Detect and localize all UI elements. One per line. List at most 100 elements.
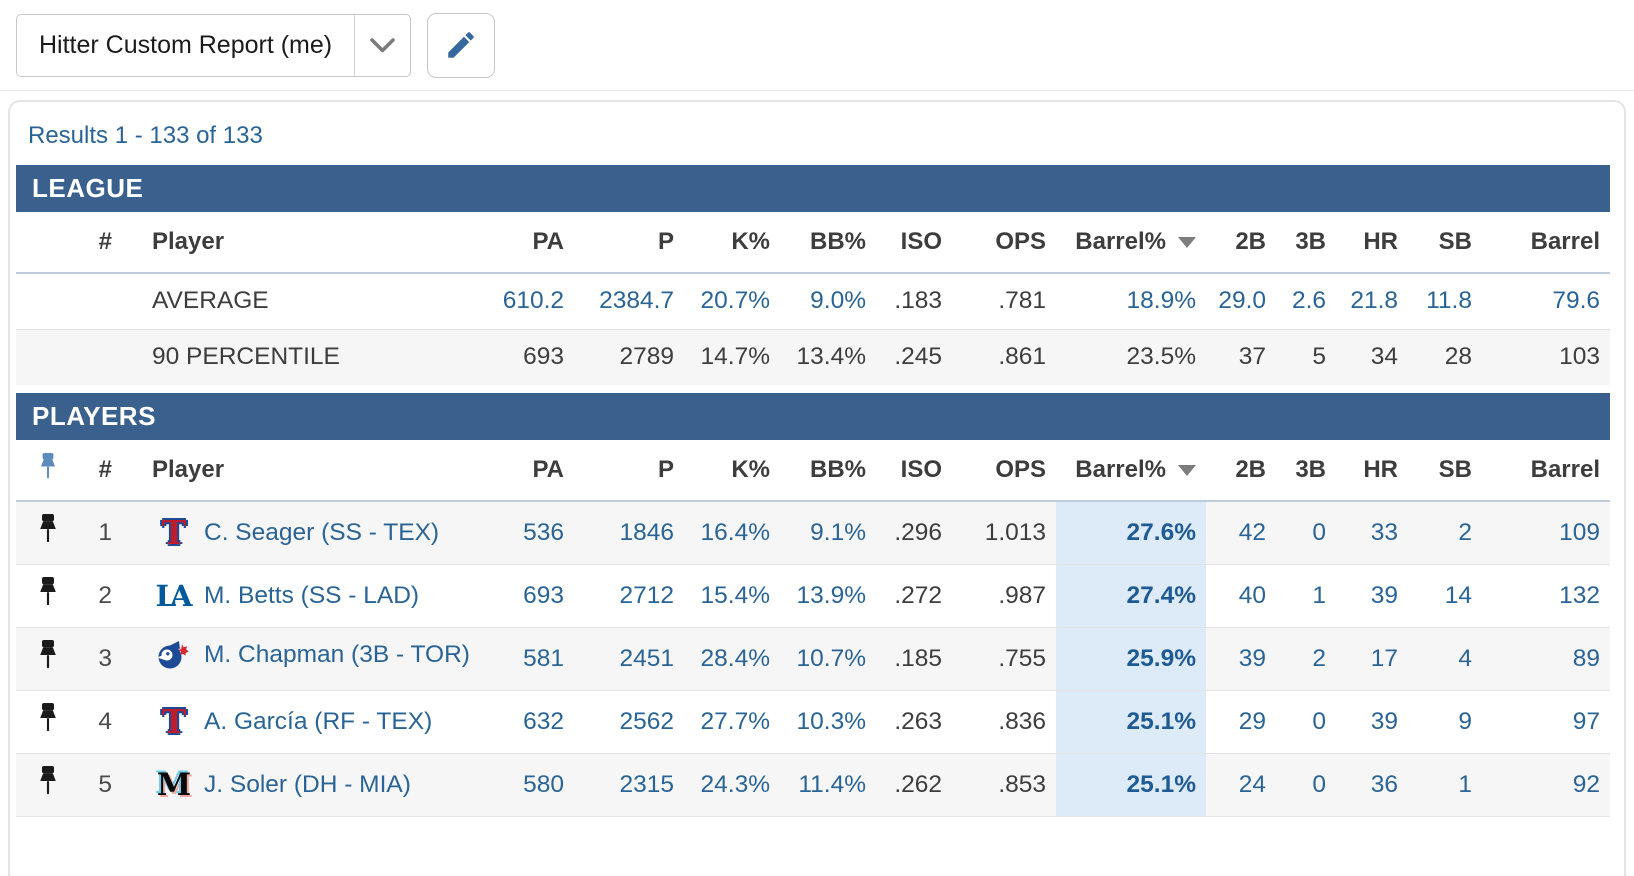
ops-value: .853 [998,770,1046,798]
bb-pct-value: 10.3% [796,707,866,735]
player-row: 2 LA M. Betts (SS - LAD) 693 2712 15.4% … [16,564,1610,627]
league-table: # Player PA P K% BB% ISO OPS Barrel% 2B … [16,212,1610,385]
p-value: 2562 [619,707,674,735]
pa-value: 693 [523,343,564,371]
p-value: 2789 [619,343,674,371]
col-header-pin-spacer [16,212,80,273]
k-pct-value: 28.4% [700,644,770,672]
barrel-value: 103 [1559,343,1600,371]
barrel-pct-value: 25.1% [1056,753,1206,816]
sb-value: 9 [1458,707,1472,735]
ops-value: 1.013 [984,518,1046,546]
triples-value: 2.6 [1291,287,1326,315]
pa-value: 581 [523,644,564,672]
pin-icon[interactable] [37,766,59,796]
hr-value: 39 [1370,581,1398,609]
player-name-link[interactable]: LA M. Betts (SS - LAD) [152,579,420,613]
pin-icon[interactable] [37,703,59,733]
col-header-3b[interactable]: 3B [1295,228,1326,255]
col-header-sb[interactable]: SB [1438,228,1472,255]
chevron-down-icon[interactable] [354,14,410,76]
col-header-barrel[interactable]: Barrel [1530,456,1600,483]
player-rank: 4 [98,707,112,735]
players-header-row: # Player PA P K% BB% ISO OPS Barrel% 2B … [16,440,1610,501]
bb-pct-value: 13.4% [796,343,866,371]
col-header-ops[interactable]: OPS [995,456,1046,483]
player-row: 4 T A. García (RF - TEX) 632 2562 27.7% … [16,690,1610,753]
bb-pct-value: 9.0% [810,287,866,315]
league-90th-percentile-row: 90 PERCENTILE 693 2789 14.7% 13.4% .245 … [16,329,1610,385]
col-header-pa[interactable]: PA [532,228,564,255]
sb-value: 14 [1444,581,1472,609]
triples-value: 0 [1312,707,1326,735]
bb-pct-value: 11.4% [798,770,866,798]
player-rank: 2 [98,581,112,609]
barrel-value: 109 [1559,518,1600,546]
iso-value: .183 [894,287,942,315]
barrel-pct-value: 27.4% [1056,564,1206,627]
col-header-player[interactable]: Player [152,456,225,483]
k-pct-value: 14.7% [700,343,770,371]
col-header-sb[interactable]: SB [1438,456,1472,483]
doubles-value: 37 [1238,343,1266,371]
barrel-pct-value: 23.5% [1126,343,1196,371]
team-logo-mia: M [156,766,192,803]
col-header-k-pct[interactable]: K% [731,228,770,255]
col-header-hr[interactable]: HR [1363,456,1398,483]
col-header-2b[interactable]: 2B [1235,456,1266,483]
player-name-link[interactable]: M J. Soler (DH - MIA) [152,767,411,803]
col-header-bb-pct[interactable]: BB% [809,456,866,483]
barrel-value: 92 [1572,770,1600,798]
ops-value: .755 [998,644,1046,672]
col-header-ops[interactable]: OPS [995,228,1046,255]
pa-value: 632 [523,707,564,735]
pin-icon[interactable] [37,514,59,544]
col-header-bb-pct[interactable]: BB% [809,228,866,255]
player-name-link[interactable]: T C. Seager (SS - TEX) [152,513,439,552]
iso-value: .262 [894,770,942,798]
col-header-rank[interactable]: # [98,228,112,255]
pin-icon[interactable] [37,577,59,607]
doubles-value: 42 [1238,518,1266,546]
player-name-link[interactable]: M. Chapman (3B - TOR) [152,638,470,672]
k-pct-value: 20.7% [700,287,770,315]
doubles-value: 29.0 [1218,287,1266,315]
col-header-rank[interactable]: # [98,456,112,483]
col-header-barrel-pct[interactable]: Barrel% [1056,440,1206,501]
report-selector[interactable]: Hitter Custom Report (me) [16,13,412,77]
player-name-link[interactable]: T A. García (RF - TEX) [152,702,433,741]
edit-report-button[interactable] [427,12,496,78]
hr-value: 33 [1370,518,1398,546]
doubles-value: 40 [1238,581,1266,609]
triples-value: 0 [1312,518,1326,546]
col-header-p[interactable]: P [657,228,674,255]
iso-value: .263 [894,707,942,735]
pencil-icon [444,28,478,62]
col-header-2b[interactable]: 2B [1235,228,1266,255]
col-header-player[interactable]: Player [152,228,225,255]
team-logo-tex: T [161,702,187,741]
p-value: 2712 [619,581,674,609]
col-header-pin[interactable] [16,440,80,501]
hr-value: 39 [1370,707,1398,735]
barrel-value: 132 [1559,581,1600,609]
col-header-barrel[interactable]: Barrel [1530,228,1600,255]
col-header-barrel-pct[interactable]: Barrel% [1056,212,1206,273]
bb-pct-value: 10.7% [796,644,866,672]
col-header-3b[interactable]: 3B [1295,456,1326,483]
col-header-iso[interactable]: ISO [900,456,942,483]
col-header-pa[interactable]: PA [532,456,564,483]
col-header-hr[interactable]: HR [1363,228,1398,255]
league-average-row: AVERAGE 610.2 2384.7 20.7% 9.0% .183 .78… [16,273,1610,329]
col-header-iso[interactable]: ISO [900,228,942,255]
p-value: 2451 [619,644,674,672]
barrel-pct-value: 27.6% [1056,501,1206,564]
player-rank: 3 [98,644,112,672]
sort-desc-icon [1178,465,1196,477]
hr-value: 17 [1370,644,1398,672]
ops-value: .861 [998,343,1046,371]
col-header-k-pct[interactable]: K% [731,456,770,483]
col-header-p[interactable]: P [657,456,674,483]
k-pct-value: 27.7% [700,707,770,735]
pin-icon[interactable] [37,640,59,670]
